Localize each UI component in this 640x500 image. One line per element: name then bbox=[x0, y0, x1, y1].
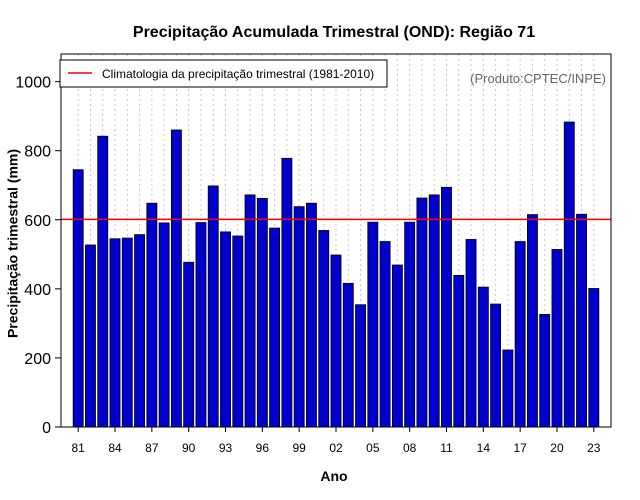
bar-2015 bbox=[490, 303, 502, 428]
x-tick-label: 81 bbox=[72, 441, 86, 455]
bar-2010 bbox=[428, 194, 440, 428]
bar-2007 bbox=[391, 264, 403, 428]
bar-1994 bbox=[232, 235, 244, 428]
bar-2004 bbox=[355, 304, 366, 428]
bar-1993 bbox=[220, 231, 231, 428]
bar-2016 bbox=[502, 349, 514, 428]
bar-2013 bbox=[465, 239, 477, 428]
bar-1997 bbox=[269, 227, 281, 428]
x-axis-label: Ano bbox=[320, 468, 347, 484]
bar-2000 bbox=[306, 202, 317, 428]
bar-1989 bbox=[170, 129, 182, 428]
bar-1996 bbox=[256, 197, 268, 428]
bar-2006 bbox=[379, 241, 391, 428]
bars bbox=[72, 121, 600, 428]
bar-1987 bbox=[146, 202, 158, 428]
bar-2014 bbox=[477, 286, 489, 428]
legend-label: Climatologia da precipitação trimestral … bbox=[102, 67, 374, 81]
bar-2020 bbox=[551, 249, 563, 428]
x-tick-label: 17 bbox=[513, 441, 527, 455]
bar-2021 bbox=[563, 121, 575, 428]
bar-2018 bbox=[526, 214, 538, 428]
y-tick-label: 400 bbox=[24, 282, 51, 299]
x-tick-label: 96 bbox=[256, 441, 270, 455]
bar-2002 bbox=[330, 254, 342, 428]
bar-1983 bbox=[97, 135, 109, 428]
bar-2011 bbox=[441, 186, 452, 428]
legend: Climatologia da precipitação trimestral … bbox=[59, 59, 388, 88]
x-tick-label: 90 bbox=[182, 441, 196, 455]
bar-2012 bbox=[453, 274, 465, 428]
bar-2019 bbox=[539, 314, 551, 428]
y-axis-label: Precipitação trimestral (mm) bbox=[5, 149, 21, 338]
y-tick-label: 800 bbox=[24, 144, 51, 161]
y-axis: 0 200 400 600 800 1000 bbox=[15, 75, 61, 437]
bar-1999 bbox=[293, 206, 305, 428]
y-tick-label: 1000 bbox=[15, 75, 51, 92]
chart-title: Precipitação Acumulada Trimestral (OND):… bbox=[133, 24, 535, 41]
bar-1981 bbox=[72, 169, 84, 428]
bar-1986 bbox=[134, 234, 146, 428]
x-tick-label: 05 bbox=[366, 441, 380, 455]
bar-1984 bbox=[109, 238, 121, 428]
x-tick-label: 84 bbox=[108, 441, 122, 455]
y-tick-label: 200 bbox=[24, 351, 51, 368]
bar-2008 bbox=[404, 221, 416, 428]
x-tick-label: 14 bbox=[477, 441, 491, 455]
bar-2001 bbox=[318, 230, 330, 428]
x-tick-label: 02 bbox=[329, 441, 343, 455]
bar-1995 bbox=[244, 194, 256, 428]
bar-1998 bbox=[281, 157, 293, 428]
bar-1990 bbox=[183, 261, 195, 428]
bar-1982 bbox=[85, 244, 96, 428]
bar-1991 bbox=[195, 222, 207, 428]
x-tick-label: 11 bbox=[440, 441, 453, 455]
x-tick-label: 23 bbox=[587, 441, 601, 455]
bar-1992 bbox=[207, 185, 219, 428]
bar-1985 bbox=[121, 237, 133, 428]
y-tick-label: 0 bbox=[42, 420, 51, 437]
x-tick-label: 87 bbox=[145, 441, 159, 455]
x-tick-label: 99 bbox=[292, 441, 306, 455]
x-tick-label: 93 bbox=[219, 441, 233, 455]
credit-text: (Produto:CPTEC/INPE) bbox=[470, 71, 606, 86]
bar-2005 bbox=[367, 221, 379, 428]
legend-box bbox=[59, 59, 388, 88]
x-tick-label: 08 bbox=[403, 441, 417, 455]
bar-2009 bbox=[416, 197, 428, 428]
y-tick-label: 600 bbox=[24, 213, 51, 230]
bar-2022 bbox=[576, 213, 587, 428]
bar-1988 bbox=[158, 222, 170, 428]
bar-2017 bbox=[514, 241, 526, 428]
x-axis: 81 84 87 90 93 96 99 02 05 08 11 14 17 20 23 bbox=[72, 427, 601, 455]
x-tick-label: 20 bbox=[550, 441, 564, 455]
bar-2023 bbox=[588, 288, 600, 428]
bar-2003 bbox=[342, 282, 354, 428]
